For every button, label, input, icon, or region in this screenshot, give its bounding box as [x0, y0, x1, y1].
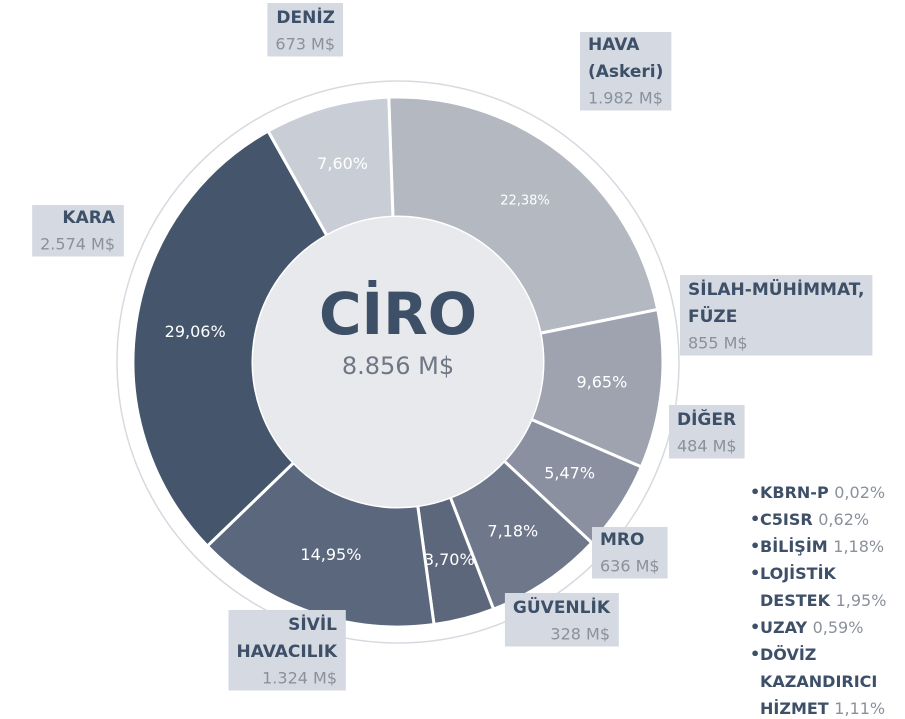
other-name-text: DESTEK [760, 591, 831, 610]
center-value: 8.856 M$ [342, 352, 454, 380]
callout: GÜVENLİK 328 M$ [504, 593, 619, 647]
other-name: LOJİSTİK [760, 564, 837, 583]
other-name-text: BİLİŞİM [760, 537, 828, 556]
percent-label: 7,60% [317, 154, 368, 173]
percent-label: 9,65% [576, 373, 627, 392]
callout-bg [504, 593, 619, 647]
callout-amount: 673 M$ [275, 35, 335, 54]
bullet: • [750, 564, 760, 583]
callout-bg [580, 32, 672, 111]
callout-name: DENİZ [276, 6, 335, 28]
callout-amount: 2.574 M$ [40, 235, 115, 254]
callout: HAVA (Askeri) 1.982 M$ [580, 32, 672, 111]
other-name-text: DÖVİZ [760, 645, 816, 664]
percent-label: 7,18% [487, 521, 538, 540]
other-name-text: UZAY [760, 618, 807, 637]
callout-bg [267, 3, 343, 57]
callout-bg [680, 275, 873, 356]
other-value: 1,18% [833, 537, 884, 556]
percent-label: 3,70% [424, 550, 475, 569]
outer-ring [116, 80, 680, 644]
callout-amount: 636 M$ [600, 557, 660, 576]
bullet: • [750, 510, 760, 529]
bullet: • [750, 618, 760, 637]
other-name: KBRN-P 0,02% [760, 483, 885, 502]
percent-label: 29,06% [165, 322, 226, 341]
other-value: 0,62% [818, 510, 869, 529]
other-value: 0,02% [834, 483, 885, 502]
center-disc [253, 217, 543, 507]
callout-name: SİLAH-MÜHİMMAT, [688, 278, 864, 300]
callout-name: HAVACILIK [236, 642, 337, 662]
callout-name: KARA [62, 208, 115, 228]
callout: DENİZ 673 M$ [267, 3, 343, 57]
other-name-text: KAZANDIRICI [760, 672, 877, 691]
callout-amount: 484 M$ [677, 437, 737, 456]
callout-name: HAVA [588, 35, 640, 55]
other-name: DÖVİZ [760, 645, 816, 664]
callout: DİĞER 484 M$ [669, 405, 745, 459]
other-name: BİLİŞİM 1,18% [760, 537, 884, 556]
percent-label: 14,95% [300, 545, 361, 564]
callout-amount: 1.324 M$ [262, 669, 337, 688]
percent-label: 22,38% [500, 194, 550, 209]
center-title: CİRO [319, 279, 477, 348]
other-name: C5ISR 0,62% [760, 510, 869, 529]
other-name-text: HİZMET [760, 699, 829, 718]
callout: MRO 636 M$ [592, 527, 668, 579]
callout-amount: 1.982 M$ [588, 89, 663, 108]
bullet: • [750, 483, 760, 502]
callout-bg [592, 527, 668, 579]
other-name-text: C5ISR [760, 510, 813, 529]
other-name-text: LOJİSTİK [760, 564, 837, 583]
callout-amount: 328 M$ [550, 625, 610, 644]
callout: KARA 2.574 M$ [32, 205, 124, 257]
callout-bg [32, 205, 124, 257]
other-value: 0,59% [813, 618, 864, 637]
other-name: HİZMET 1,11% [760, 699, 885, 718]
bullet: • [750, 645, 760, 664]
other-name-text: KBRN-P [760, 483, 829, 502]
callout-name: DİĞER [677, 408, 736, 430]
callout: SİLAH-MÜHİMMAT, FÜZE 855 M$ [680, 275, 873, 356]
other-name: KAZANDIRICI [760, 672, 877, 691]
callout: SİVİL HAVACILIK 1.324 M$ [228, 610, 346, 691]
callout-name: (Askeri) [588, 62, 663, 82]
other-value: 1,11% [834, 699, 885, 718]
callout-bg [228, 610, 346, 691]
callout-name: MRO [600, 530, 644, 550]
callout-name: GÜVENLİK [513, 596, 611, 618]
callout-amount: 855 M$ [688, 334, 748, 353]
callout-bg [669, 405, 745, 459]
callout-name: FÜZE [688, 305, 737, 327]
bullet: • [750, 537, 760, 556]
callout-name: SİVİL [288, 613, 337, 635]
percent-label: 5,47% [544, 464, 595, 483]
other-name: UZAY 0,59% [760, 618, 863, 637]
other-value: 1,95% [836, 591, 887, 610]
other-name: DESTEK 1,95% [760, 591, 886, 610]
